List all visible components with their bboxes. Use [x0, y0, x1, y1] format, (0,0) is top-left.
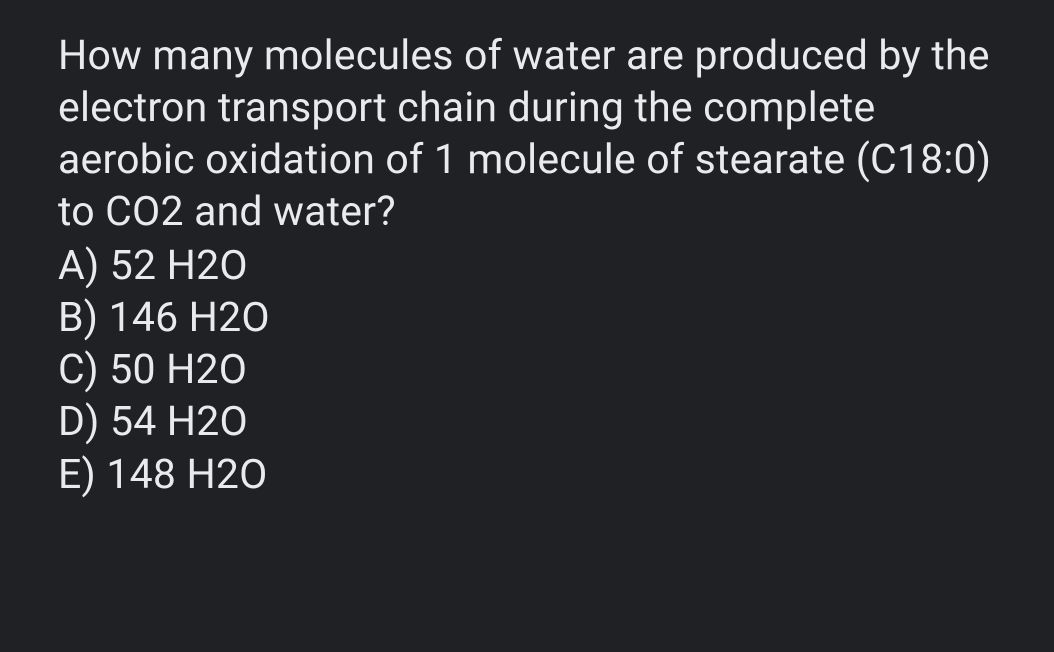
question-container: How many molecules of water are produced…: [58, 30, 994, 501]
option-b[interactable]: B) 146 H2O: [58, 292, 994, 344]
option-a[interactable]: A) 52 H2O: [58, 240, 994, 292]
option-d[interactable]: D) 54 H2O: [58, 396, 994, 448]
question-text: How many molecules of water are produced…: [58, 30, 994, 238]
option-e[interactable]: E) 148 H2O: [58, 449, 994, 501]
options-list: A) 52 H2O B) 146 H2O C) 50 H2O D) 54 H2O…: [58, 240, 994, 500]
option-c[interactable]: C) 50 H2O: [58, 344, 994, 396]
